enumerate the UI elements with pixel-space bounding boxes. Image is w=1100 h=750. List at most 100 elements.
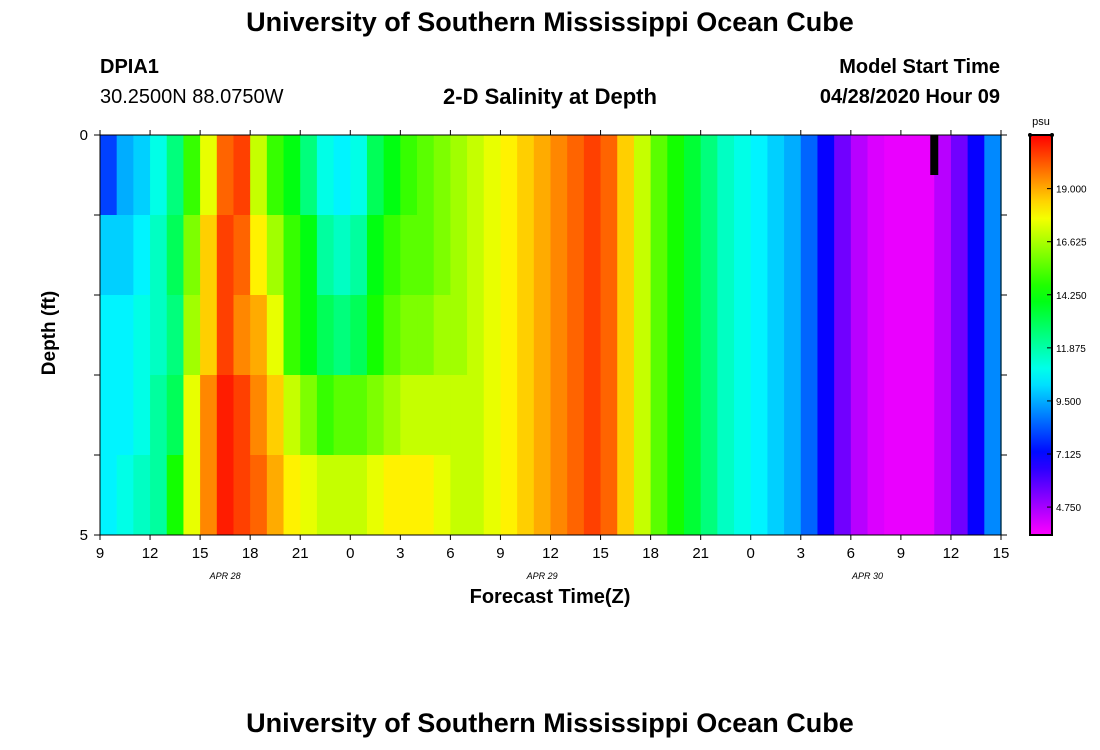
- heatmap-cell: [967, 375, 985, 455]
- colorbar-tick-label: 4.750: [1056, 503, 1081, 514]
- heatmap-cell: [366, 295, 385, 375]
- heatmap-cell: [150, 375, 168, 455]
- heatmap-cell: [550, 215, 568, 295]
- heatmap-cell: [350, 375, 368, 455]
- heatmap-cell: [533, 135, 552, 215]
- station-id: DPIA1: [100, 56, 159, 78]
- heatmap-cell: [150, 135, 168, 215]
- heatmap-cell: [433, 375, 451, 455]
- heatmap-cell: [150, 215, 168, 295]
- colorbar-tick-label: 19.000: [1056, 185, 1087, 196]
- heatmap-cell: [934, 295, 952, 375]
- heatmap-cell: [817, 295, 835, 375]
- heatmap-cell: [300, 215, 318, 295]
- heatmap-cell: [316, 375, 335, 455]
- heatmap-cell: [617, 295, 635, 375]
- heatmap-cell: [450, 215, 468, 295]
- heatmap-cell: [917, 375, 935, 455]
- heatmap-cell: [316, 215, 335, 295]
- heatmap-cell: [967, 135, 985, 215]
- heatmap-cell: [467, 375, 485, 455]
- heatmap-cell: [600, 215, 618, 295]
- heatmap-cell: [517, 135, 535, 215]
- heatmap-cell: [266, 215, 285, 295]
- heatmap-cell: [850, 455, 869, 535]
- colorbar: psu 19.000 16.625 14.250 11.875 9.500 7.125 4.7…: [1028, 116, 1087, 536]
- heatmap-cell: [366, 375, 385, 455]
- footer-title: University of Southern Mississippi Ocean…: [246, 708, 854, 738]
- heatmap-cell: [667, 455, 685, 535]
- heatmap-cell: [417, 455, 435, 535]
- heatmap-cell: [216, 135, 235, 215]
- heatmap-cell: [467, 215, 485, 295]
- heatmap-cell: [934, 375, 952, 455]
- heatmap-cell: [483, 295, 502, 375]
- heatmap-cell: [683, 295, 702, 375]
- heatmap-cell: [950, 295, 969, 375]
- heatmap-cell: [884, 375, 902, 455]
- heatmap-cell: [283, 215, 301, 295]
- heatmap-cell: [750, 375, 769, 455]
- heatmap-cell: [316, 135, 335, 215]
- heatmap-cell: [483, 375, 502, 455]
- heatmap-cell: [567, 295, 585, 375]
- heatmap-cell: [350, 135, 368, 215]
- heatmap-cell: [667, 215, 685, 295]
- x-tick-label: 18: [242, 545, 259, 562]
- heatmap-cell: [850, 135, 869, 215]
- heatmap-cell: [533, 295, 552, 375]
- heatmap-cell: [600, 375, 618, 455]
- heatmap-cell: [500, 455, 518, 535]
- x-axis-label: Forecast Time(Z): [469, 586, 631, 608]
- colorbar-tick-label: 11.875: [1056, 344, 1086, 355]
- heatmap-cell: [750, 215, 769, 295]
- heatmap-cell: [984, 135, 1002, 215]
- heatmap-cell: [333, 135, 351, 215]
- heatmap-cell: [817, 375, 835, 455]
- heatmap-cell: [383, 455, 401, 535]
- heatmap-cell: [550, 455, 568, 535]
- heatmap-cell: [700, 455, 718, 535]
- heatmap-cell: [650, 295, 668, 375]
- heatmap-cell: [900, 375, 919, 455]
- heatmap-cell: [550, 295, 568, 375]
- heatmap-cell: [984, 455, 1002, 535]
- heatmap-cell: [967, 215, 985, 295]
- heatmap-cell: [800, 295, 819, 375]
- heatmap-cell: [200, 215, 218, 295]
- heatmap-cell: [767, 135, 785, 215]
- heatmap-cell: [600, 455, 618, 535]
- heatmap-cell: [250, 295, 268, 375]
- heatmap-cell: [417, 375, 435, 455]
- heatmap-cell: [550, 135, 568, 215]
- heatmap-cell: [784, 295, 802, 375]
- heatmap-cell: [717, 375, 735, 455]
- heatmap-cell: [450, 295, 468, 375]
- heatmap-cell: [884, 295, 902, 375]
- heatmap-cell: [166, 135, 185, 215]
- heatmap-cell: [667, 375, 685, 455]
- x-tick-label: 15: [993, 545, 1010, 562]
- heatmap-cell: [233, 375, 251, 455]
- heatmap-cell: [717, 135, 735, 215]
- heatmap-cell: [383, 215, 401, 295]
- heatmap-cell: [834, 135, 852, 215]
- heatmap-cell: [300, 135, 318, 215]
- heatmap-cell: [834, 295, 852, 375]
- heatmap-cell: [850, 215, 869, 295]
- heatmap-cell: [500, 375, 518, 455]
- heatmap-cell: [216, 375, 235, 455]
- x-tick-label: 12: [943, 545, 960, 562]
- heatmap-cell: [867, 375, 885, 455]
- x-tick-label: 21: [692, 545, 709, 562]
- heatmap-cell: [650, 215, 668, 295]
- heatmap-cell: [583, 215, 602, 295]
- heatmap-cell: [116, 135, 134, 215]
- heatmap-cell: [784, 375, 802, 455]
- heatmap-cell: [667, 295, 685, 375]
- heatmap-cell: [467, 135, 485, 215]
- heatmap-cell: [333, 295, 351, 375]
- colorbar-corner: [1028, 133, 1032, 137]
- heatmap-cell: [417, 215, 435, 295]
- heatmap-cell: [533, 215, 552, 295]
